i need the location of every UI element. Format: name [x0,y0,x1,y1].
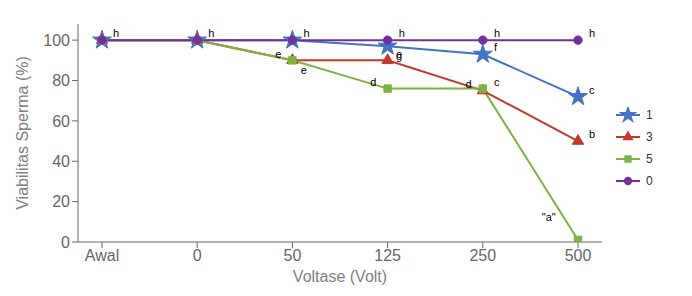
svg-text:h: h [399,27,405,39]
svg-text:b: b [589,128,595,140]
html-text:0: 0 [646,174,653,188]
svg-text:0: 0 [61,234,70,251]
svg-text:60: 60 [52,113,70,130]
svg-text:h: h [589,27,595,39]
html-text:5: 5 [646,152,653,166]
svg-text:100: 100 [43,32,70,49]
svg-text:500: 500 [565,247,592,264]
svg-text:h: h [208,27,214,39]
svg-text:d: d [466,78,472,90]
svg-text:40: 40 [52,153,70,170]
svg-text:125: 125 [374,247,401,264]
svg-text:50: 50 [284,247,302,264]
svg-text:d: d [370,76,376,88]
svg-text:Viabilitas Sperma (%): Viabilitas Sperma (%) [14,56,31,210]
svg-text:e: e [301,64,307,76]
svg-text:80: 80 [52,72,70,89]
svg-text:h: h [304,27,310,39]
svg-text:20: 20 [52,193,70,210]
svg-text:c: c [589,84,595,96]
svg-text:f: f [494,41,498,53]
svg-text:Awal: Awal [85,247,119,264]
svg-text:e: e [396,48,402,60]
html-text:1: 1 [646,108,653,122]
svg-text:"a": "a" [542,211,556,223]
svg-text:0: 0 [193,247,202,264]
svg-text:e: e [275,48,281,60]
svg-text:h: h [494,27,500,39]
svg-text:c: c [494,76,500,88]
svg-text:Voltase (Volt): Voltase (Volt) [293,268,387,285]
html-text:3: 3 [646,130,653,144]
svg-text:h: h [113,27,119,39]
svg-text:250: 250 [469,247,496,264]
